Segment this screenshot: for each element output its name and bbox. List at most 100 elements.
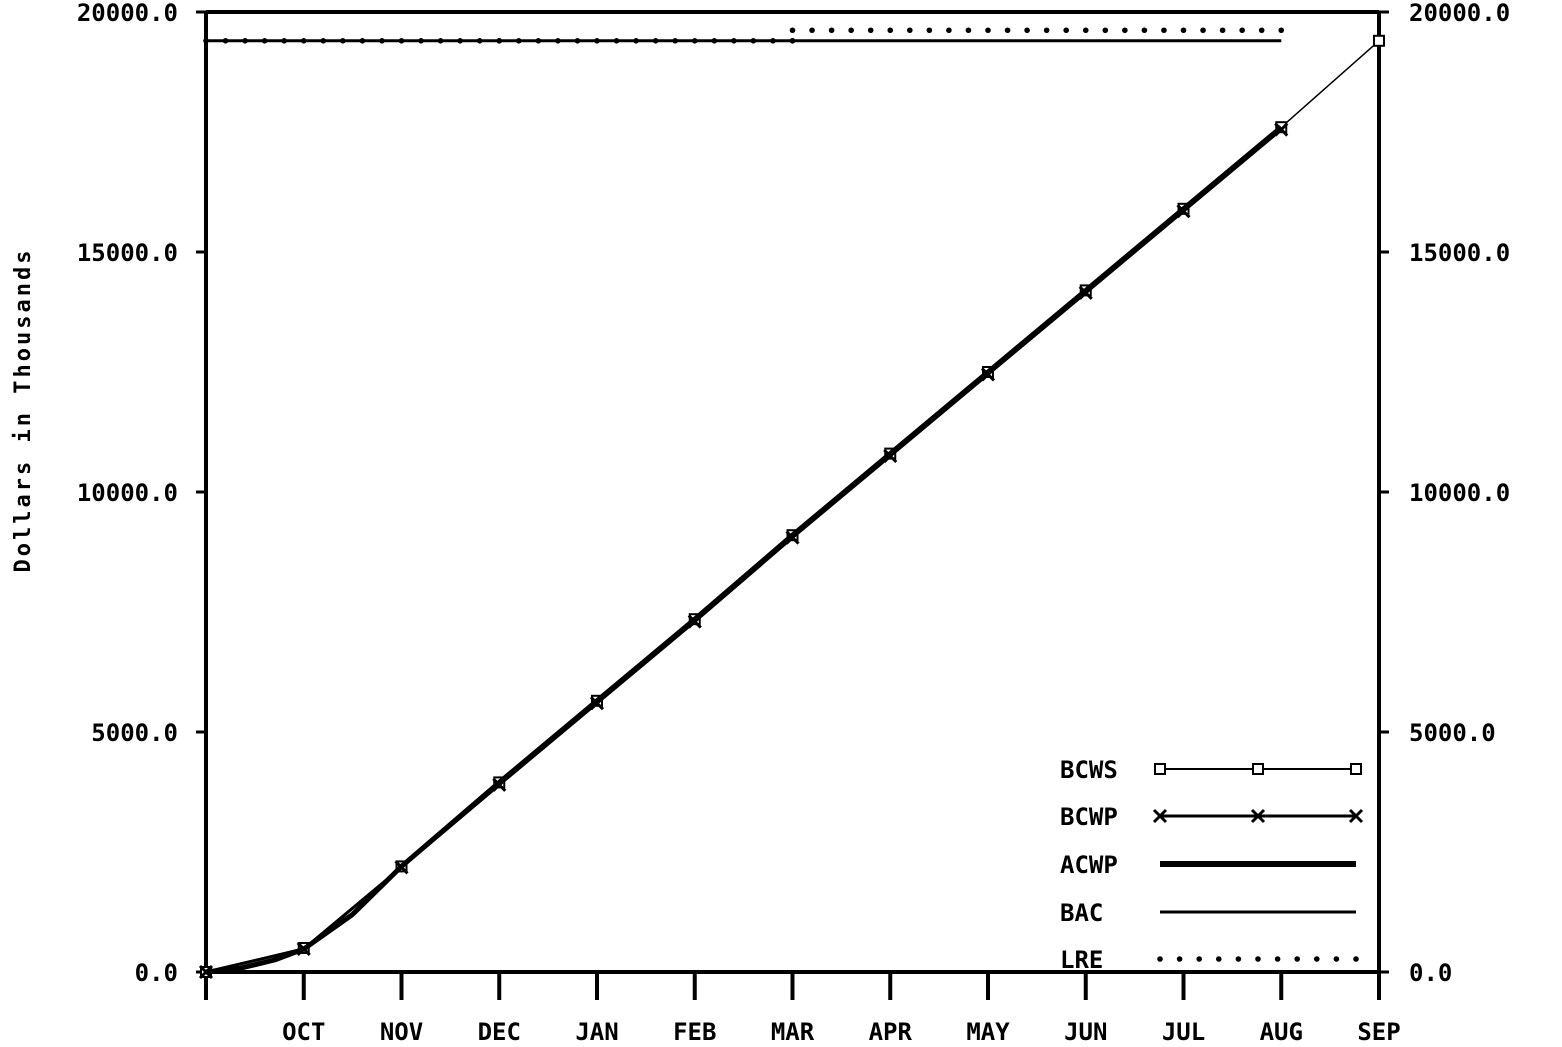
lre-dot: [261, 38, 268, 44]
lre-dot: [379, 38, 385, 44]
lre-dot: [1122, 27, 1128, 34]
x-tick-label: JUN: [1064, 1018, 1107, 1046]
lre-dot: [711, 38, 718, 44]
lre-dot: [1082, 27, 1089, 34]
lre-dot: [789, 38, 796, 44]
lre-dot: [789, 27, 796, 34]
legend-item-bcwp: BCWP: [1060, 803, 1364, 831]
lre-dot: [418, 38, 424, 44]
lre-dot: [1239, 27, 1245, 34]
lre-dot: [1004, 27, 1011, 34]
series-bcwp: [198, 122, 1289, 980]
legend-swatch-dot: [1274, 956, 1281, 962]
legend-label: BCWP: [1060, 803, 1118, 831]
y-axis-ticks: 0.0 0.0 5000.0 5000.0 10000.0 10000.0 15000.0 1…: [77, 0, 1510, 987]
lre-dot: [496, 38, 503, 44]
lre-dot: [1258, 27, 1265, 34]
lre-dot: [222, 38, 229, 44]
legend-swatch-dot: [1353, 956, 1359, 962]
bcws-marker: [1154, 763, 1166, 775]
legend-swatch-dot: [1157, 956, 1163, 962]
lre-dot: [203, 38, 209, 44]
bcwp-marker: [1250, 808, 1266, 824]
x-tick-label: OCT: [282, 1018, 325, 1046]
legend-item-bac: BAC: [1060, 899, 1356, 927]
lre-dot: [281, 38, 288, 44]
x-tick-label: SEP: [1357, 1018, 1400, 1046]
lre-dot: [1063, 27, 1069, 34]
legend: BCWS BCWP ACWP BAC LRE: [1060, 756, 1364, 974]
legend-swatch-dot: [1294, 956, 1300, 962]
series-lre: [203, 27, 1285, 44]
lre-dot: [652, 38, 659, 44]
lre-dot: [320, 38, 327, 44]
y-tick-label-right: 10000.0: [1409, 479, 1510, 507]
x-tick-label: DEC: [478, 1018, 521, 1046]
legend-swatch-dot: [1176, 956, 1183, 962]
y-tick-label-left: 10000.0: [77, 479, 178, 507]
legend-item-lre: LRE: [1060, 946, 1359, 974]
series-acwp: [205, 125, 1283, 975]
legend-label: BCWS: [1060, 756, 1118, 784]
series-layer: [198, 27, 1385, 980]
lre-dot: [848, 27, 854, 34]
y-tick-label-right: 5000.0: [1409, 719, 1496, 747]
legend-swatch-dot: [1333, 956, 1340, 962]
y-axis-title: Dollars in Thousands: [11, 248, 36, 573]
y-tick-label-left: 15000.0: [77, 239, 178, 267]
lre-dot: [965, 27, 972, 34]
x-tick-label: MAY: [966, 1018, 1010, 1046]
lre-dot: [1219, 27, 1226, 34]
legend-swatch-dot: [1314, 956, 1320, 962]
lre-dot: [1180, 27, 1187, 34]
lre-dot: [437, 38, 444, 44]
lre-dot: [340, 38, 346, 44]
lre-dot: [887, 27, 894, 34]
lre-dot: [398, 38, 405, 44]
x-tick-label: NOV: [380, 1018, 423, 1046]
bcwp-marker: [1152, 808, 1168, 824]
lre-dot: [613, 38, 620, 44]
bcws-line: [205, 40, 1380, 973]
y-tick-label-left: 0.0: [135, 959, 178, 987]
x-tick-label: MAR: [771, 1018, 815, 1046]
lre-dot: [457, 38, 463, 44]
lre-dot: [809, 27, 815, 34]
lre-dot: [242, 38, 248, 44]
x-tick-label: FEB: [673, 1018, 716, 1046]
lre-dot: [828, 27, 835, 34]
lre-dot: [1141, 27, 1148, 34]
x-tick-label: JAN: [575, 1018, 618, 1046]
lre-dot: [907, 27, 913, 34]
legend-label: ACWP: [1060, 851, 1118, 879]
lre-dot: [985, 27, 991, 34]
lre-dot: [946, 27, 952, 34]
lre-dot: [574, 38, 581, 44]
legend-item-acwp: ACWP: [1060, 851, 1356, 879]
lre-dot: [516, 38, 522, 44]
series-bcws: [200, 34, 1385, 978]
lre-dot: [359, 38, 366, 44]
lre-dot: [731, 38, 737, 44]
legend-item-bcws: BCWS: [1060, 756, 1362, 784]
legend-swatch-dot: [1235, 956, 1242, 962]
lre-dot: [1102, 27, 1109, 34]
lre-dot: [555, 38, 561, 44]
y-tick-label-right: 20000.0: [1409, 0, 1510, 27]
legend-swatch-dot: [1216, 956, 1222, 962]
y-tick-label-right: 0.0: [1409, 959, 1452, 987]
x-tick-label: APR: [869, 1018, 913, 1046]
lre-dot: [1278, 27, 1285, 34]
legend-label: BAC: [1060, 899, 1103, 927]
lre-dot: [750, 38, 757, 44]
lre-dot: [691, 38, 698, 44]
acwp-line: [205, 125, 1283, 975]
bcws-marker: [1373, 34, 1385, 47]
legend-swatch-dot: [1196, 956, 1202, 962]
lre-dot: [926, 27, 933, 34]
lre-dot: [535, 38, 542, 44]
lre-dot: [476, 38, 483, 44]
plot-frame: [204, 10, 1381, 974]
x-tick-label: JUL: [1162, 1018, 1205, 1046]
